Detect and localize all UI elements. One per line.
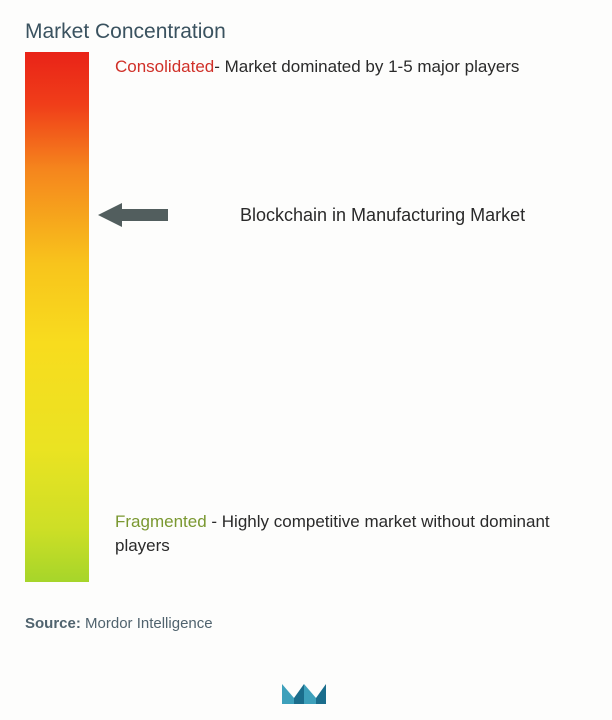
concentration-gradient-bar [25, 52, 89, 582]
consolidated-desc-text: - Market dominated by 1-5 major players [214, 57, 519, 76]
market-name-label: Blockchain in Manufacturing Market [240, 205, 525, 226]
source-attribution: Source: Mordor Intelligence [25, 615, 213, 632]
arrow-icon [98, 200, 168, 230]
source-value: Mordor Intelligence [81, 615, 213, 632]
consolidated-label: Consolidated [115, 57, 214, 76]
consolidated-description: Consolidated- Market dominated by 1-5 ma… [115, 55, 597, 79]
fragmented-description: Fragmented - Highly competitive market w… [115, 510, 597, 558]
mordor-logo-icon [280, 680, 328, 708]
source-label: Source: [25, 615, 81, 632]
chart-title: Market Concentration [25, 20, 587, 44]
fragmented-label: Fragmented [115, 512, 207, 531]
